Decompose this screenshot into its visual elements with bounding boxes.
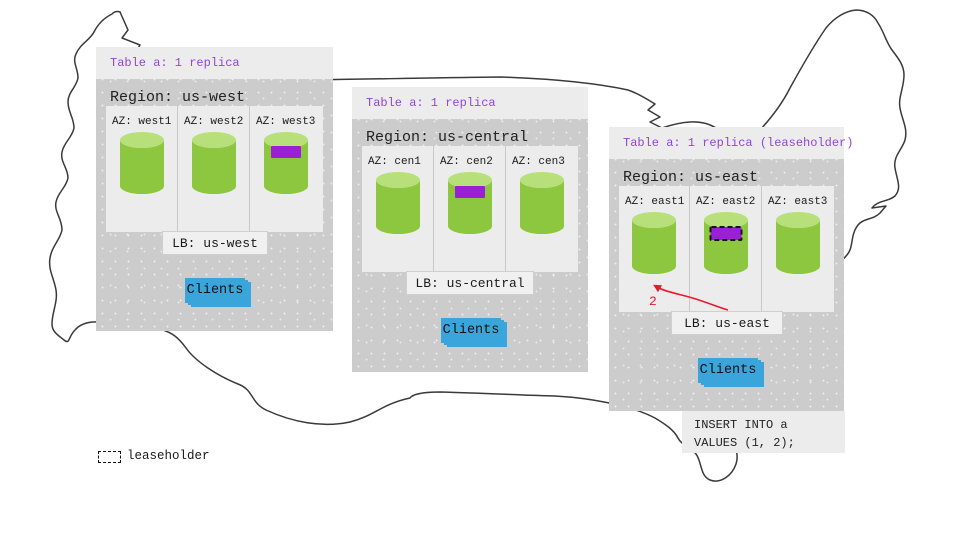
svg-text:2: 2 <box>649 294 657 309</box>
